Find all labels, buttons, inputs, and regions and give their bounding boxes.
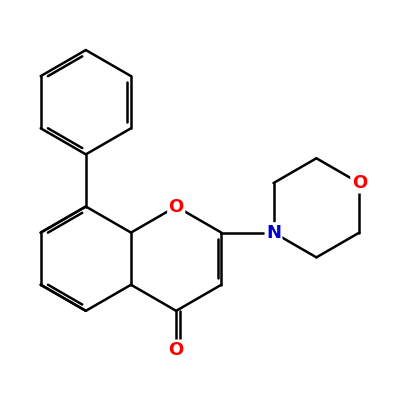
Text: O: O <box>168 341 184 359</box>
Text: O: O <box>352 174 367 192</box>
Text: O: O <box>168 198 184 216</box>
Text: N: N <box>266 224 281 242</box>
